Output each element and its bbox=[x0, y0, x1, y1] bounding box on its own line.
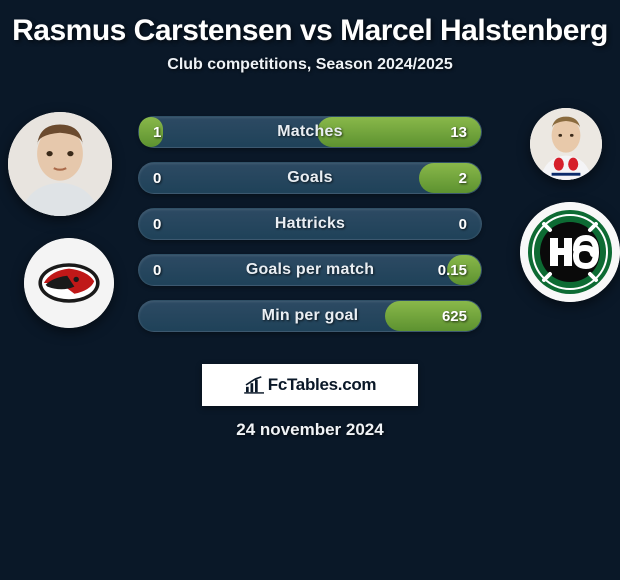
stat-label: Goals per match bbox=[139, 261, 481, 279]
player2-portrait-icon bbox=[530, 108, 602, 180]
player2-avatar bbox=[530, 108, 602, 180]
subtitle: Club competitions, Season 2024/2025 bbox=[0, 56, 620, 74]
stat-label: Min per goal bbox=[139, 307, 481, 325]
player1-portrait-icon bbox=[8, 112, 112, 216]
stat-row-matches: 1 Matches 13 bbox=[138, 116, 482, 148]
brand-chart-icon bbox=[244, 376, 266, 394]
stat-right-value: 0.15 bbox=[438, 262, 467, 279]
stat-row-min-per-goal: Min per goal 625 bbox=[138, 300, 482, 332]
stat-row-hattricks: 0 Hattricks 0 bbox=[138, 208, 482, 240]
stat-right-value: 13 bbox=[450, 124, 467, 141]
brand-box: FcTables.com bbox=[202, 364, 418, 406]
club2-badge bbox=[520, 202, 620, 302]
comparison-card: Rasmus Carstensen vs Marcel Halstenberg … bbox=[0, 0, 620, 440]
club2-logo-icon bbox=[520, 202, 620, 302]
club1-badge bbox=[24, 238, 114, 328]
player1-avatar bbox=[8, 112, 112, 216]
brand-text: FcTables.com bbox=[268, 375, 377, 395]
page-title: Rasmus Carstensen vs Marcel Halstenberg bbox=[0, 10, 620, 56]
stat-row-goals: 0 Goals 2 bbox=[138, 162, 482, 194]
club1-logo-icon bbox=[24, 238, 114, 328]
stat-right-value: 625 bbox=[442, 308, 467, 325]
stats-bars: 1 Matches 13 0 Goals 2 0 Hattricks 0 bbox=[138, 116, 482, 332]
stat-right-value: 2 bbox=[459, 170, 467, 187]
stat-label: Matches bbox=[139, 123, 481, 141]
stat-label: Hattricks bbox=[139, 215, 481, 233]
stat-row-goals-per-match: 0 Goals per match 0.15 bbox=[138, 254, 482, 286]
date-text: 24 november 2024 bbox=[0, 420, 620, 440]
stat-right-value: 0 bbox=[459, 216, 467, 233]
main-content: 1 Matches 13 0 Goals 2 0 Hattricks 0 bbox=[0, 102, 620, 342]
stat-label: Goals bbox=[139, 169, 481, 187]
